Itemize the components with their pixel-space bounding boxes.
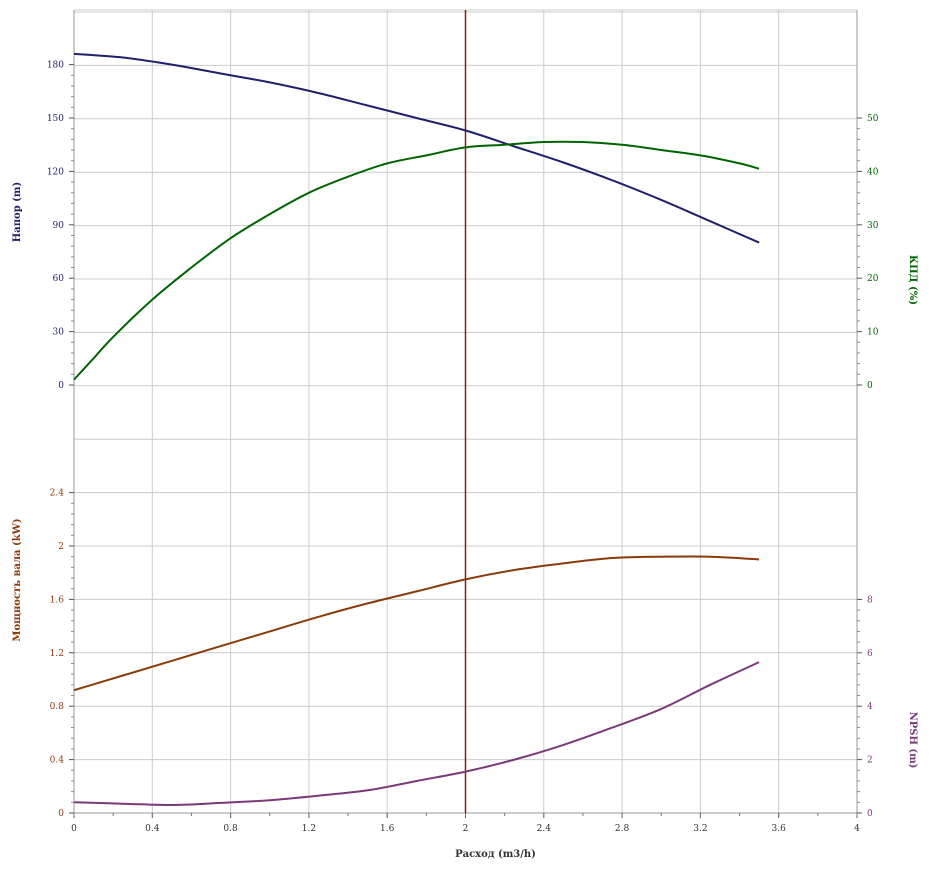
series: [73, 10, 760, 813]
bottom-left-tick-label: 2.4: [50, 489, 65, 499]
labels: 0 0.4 0.8 1.2 1.6 2 2.4 2.8 3.2 3.6 4 Расход (m3/h)…: [12, 61, 918, 860]
top-left-tick-label: 30: [53, 328, 65, 338]
x-tick-label: 0.8: [223, 824, 238, 834]
top-left-tick-label: 180: [47, 61, 64, 71]
top-right-tick-label: 0: [867, 381, 873, 391]
bottom-left-tick-label: 0.4: [50, 756, 65, 766]
x-tick-label: 3.2: [693, 824, 707, 834]
bottom-right-axis-title: NPSH (m): [907, 712, 918, 769]
top-right-tick-label: 50: [867, 114, 879, 124]
x-tick-label: 2.4: [537, 824, 552, 834]
top-left-axis-title: Напор (m): [12, 182, 23, 242]
bottom-left-tick-label: 2: [58, 542, 64, 552]
bottom-right-tick-label: 2: [867, 756, 873, 766]
bottom-right-tick-label: 0: [867, 809, 873, 819]
top-left-tick-label: 150: [47, 114, 64, 124]
x-axis-title: Расход (m3/h): [455, 849, 536, 860]
top-left-tick-label: 120: [47, 167, 64, 177]
bottom-right-tick-label: 8: [867, 595, 873, 605]
top-right-tick-label: 10: [867, 328, 879, 338]
top-right-tick-label: 30: [867, 221, 879, 231]
head-series-line: [73, 52, 760, 244]
bottom-left-axis-title: Мощность вала (kW): [12, 518, 23, 641]
x-tick-label: 1.6: [380, 824, 395, 834]
bottom-right-tick-label: 6: [867, 649, 873, 659]
power-series-line: [73, 555, 760, 692]
efficiency-series-line: [73, 140, 760, 381]
top-left-tick-label: 90: [53, 221, 65, 231]
top-right-tick-label: 40: [867, 167, 879, 177]
bottom-left-tick-label: 1.2: [50, 649, 64, 659]
x-tick-label: 3.6: [772, 824, 787, 834]
top-left-tick-label: 0: [58, 381, 64, 391]
x-tick-label: 2: [463, 824, 469, 834]
x-tick-label: 0: [71, 824, 77, 834]
bottom-left-tick-label: 1.6: [50, 595, 65, 605]
top-right-axis-title: КПД (%): [907, 255, 918, 305]
x-tick-label: 1.2: [302, 824, 316, 834]
bottom-right-tick-label: 4: [867, 702, 873, 712]
top-right-tick-label: 20: [867, 274, 879, 284]
npsh-series-line: [73, 661, 760, 807]
x-tick-label: 2.8: [615, 824, 630, 834]
x-tick-label: 0.4: [145, 824, 160, 834]
x-tick-label: 4: [854, 824, 860, 834]
bottom-left-tick-label: 0: [58, 809, 64, 819]
bottom-left-tick-label: 0.8: [50, 702, 65, 712]
top-left-tick-label: 60: [53, 274, 65, 284]
